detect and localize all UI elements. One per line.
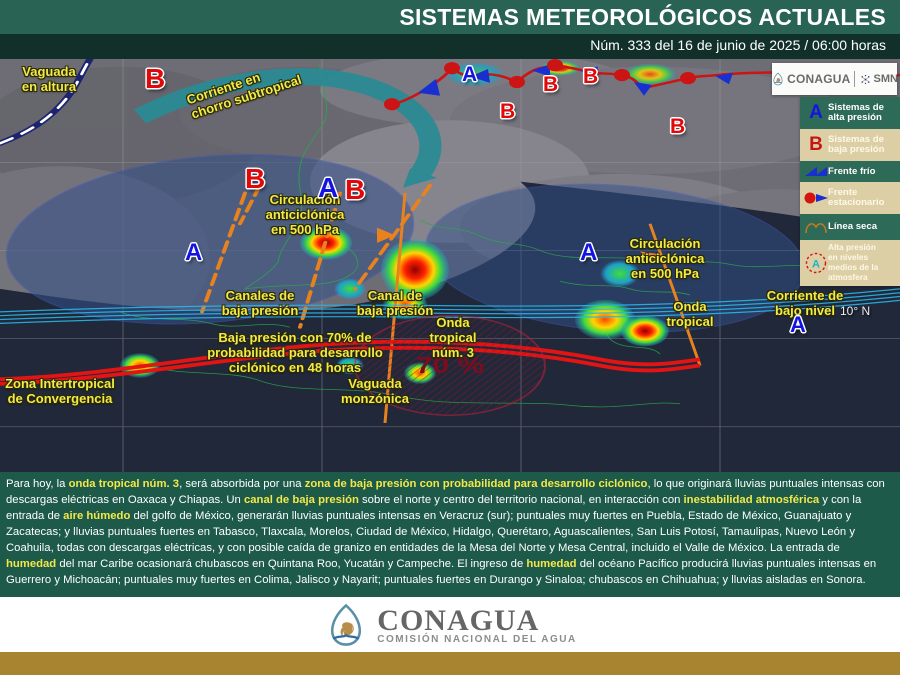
svg-text:A: A [812, 259, 820, 271]
